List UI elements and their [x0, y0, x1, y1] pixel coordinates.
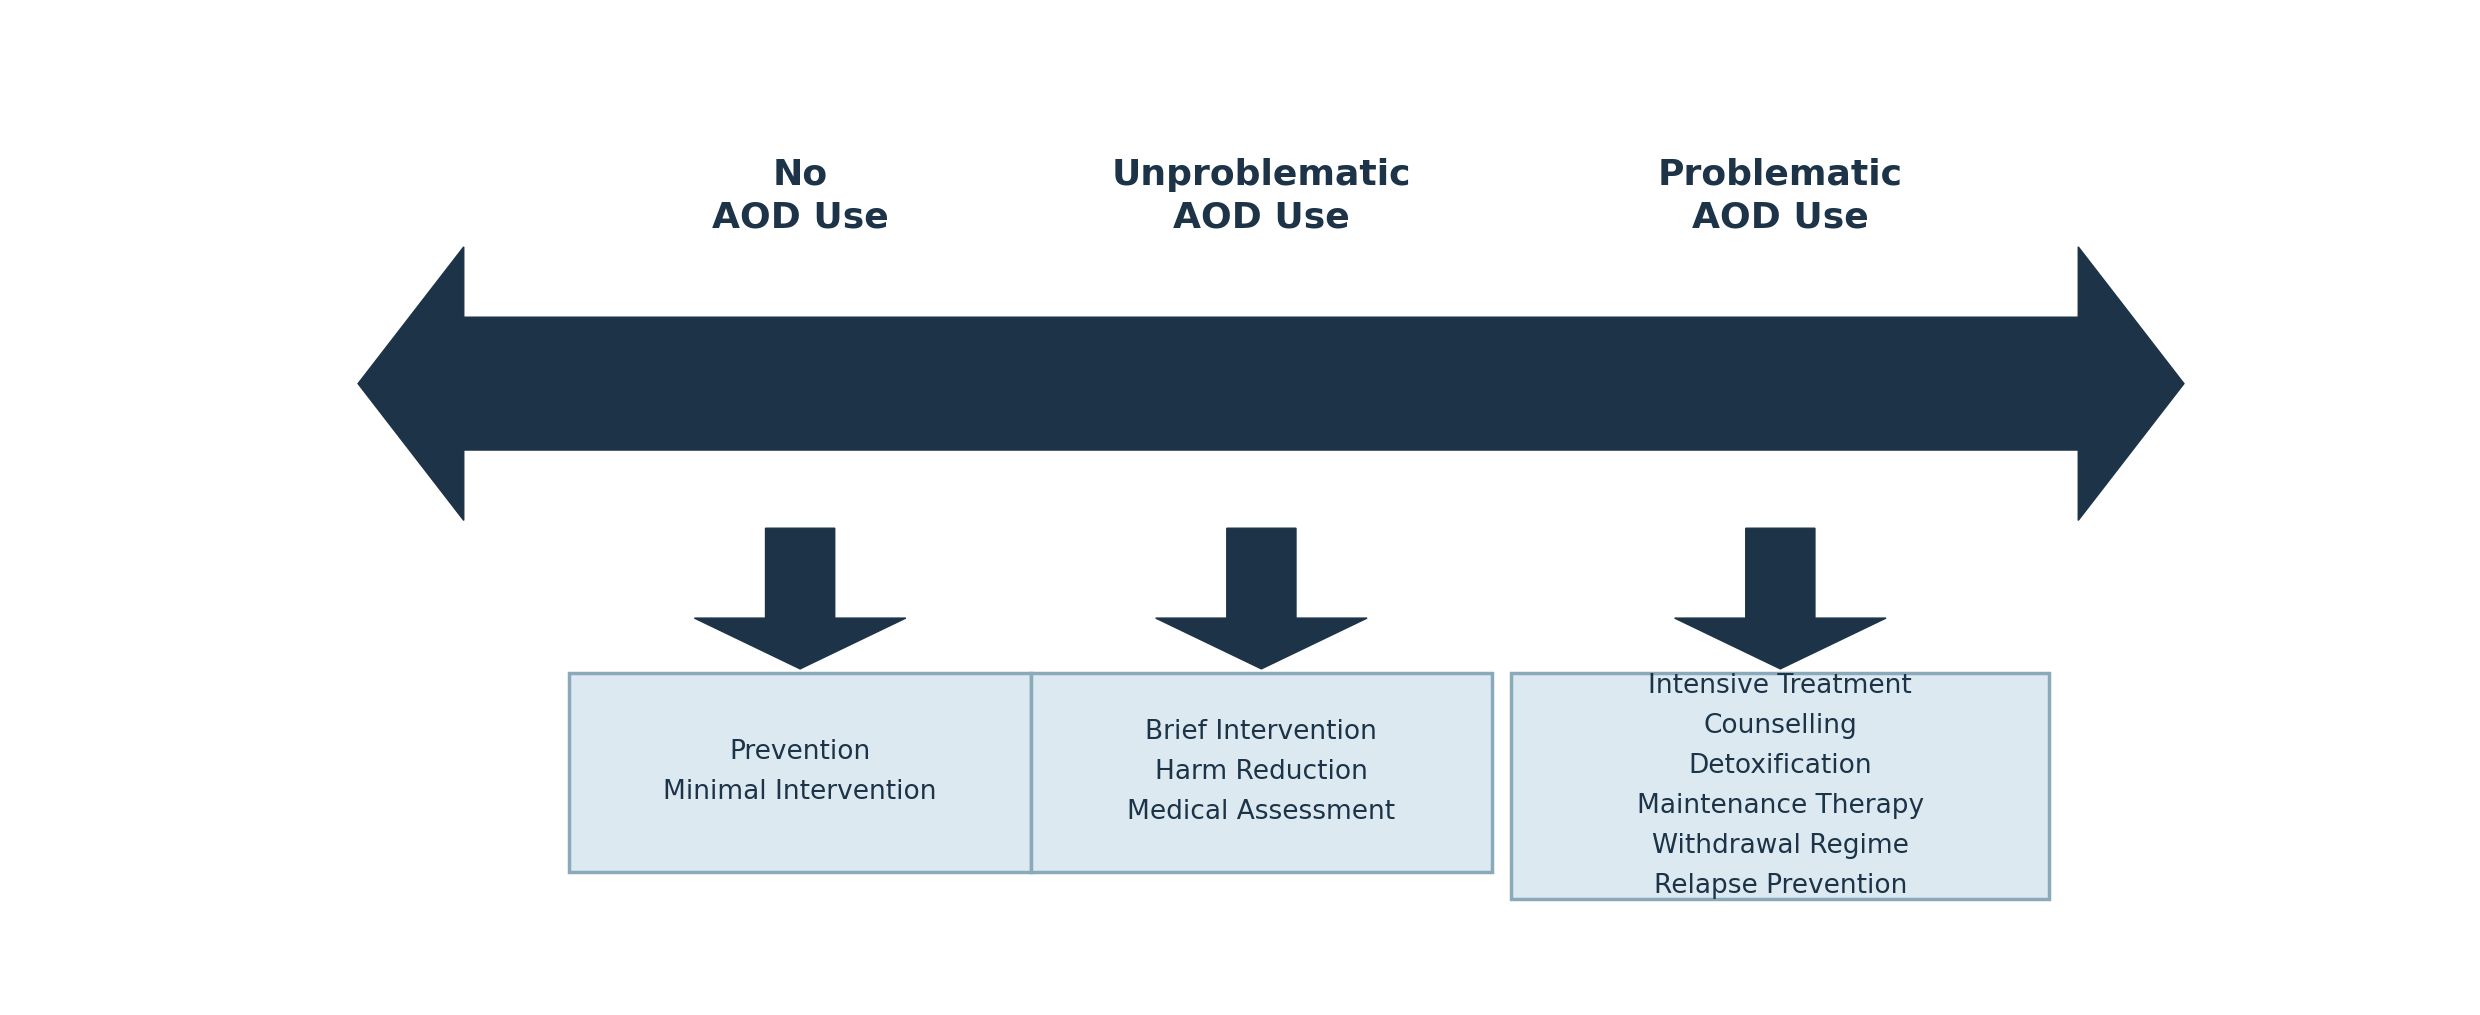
- Text: No
AOD Use: No AOD Use: [712, 158, 888, 234]
- Text: Brief Intervention
Harm Reduction
Medical Assessment: Brief Intervention Harm Reduction Medica…: [1128, 720, 1396, 825]
- Text: Problematic
AOD Use: Problematic AOD Use: [1657, 158, 1902, 234]
- Polygon shape: [1674, 528, 1887, 669]
- Text: Intensive Treatment
Counselling
Detoxification
Maintenance Therapy
Withdrawal Re: Intensive Treatment Counselling Detoxifi…: [1637, 673, 1924, 899]
- Polygon shape: [357, 247, 2185, 521]
- Text: Unproblematic
AOD Use: Unproblematic AOD Use: [1111, 158, 1411, 234]
- FancyBboxPatch shape: [1510, 673, 2048, 899]
- Polygon shape: [694, 528, 905, 669]
- Polygon shape: [1156, 528, 1366, 669]
- FancyBboxPatch shape: [1032, 673, 1493, 872]
- FancyBboxPatch shape: [570, 673, 1032, 872]
- Text: Prevention
Minimal Intervention: Prevention Minimal Intervention: [662, 740, 937, 806]
